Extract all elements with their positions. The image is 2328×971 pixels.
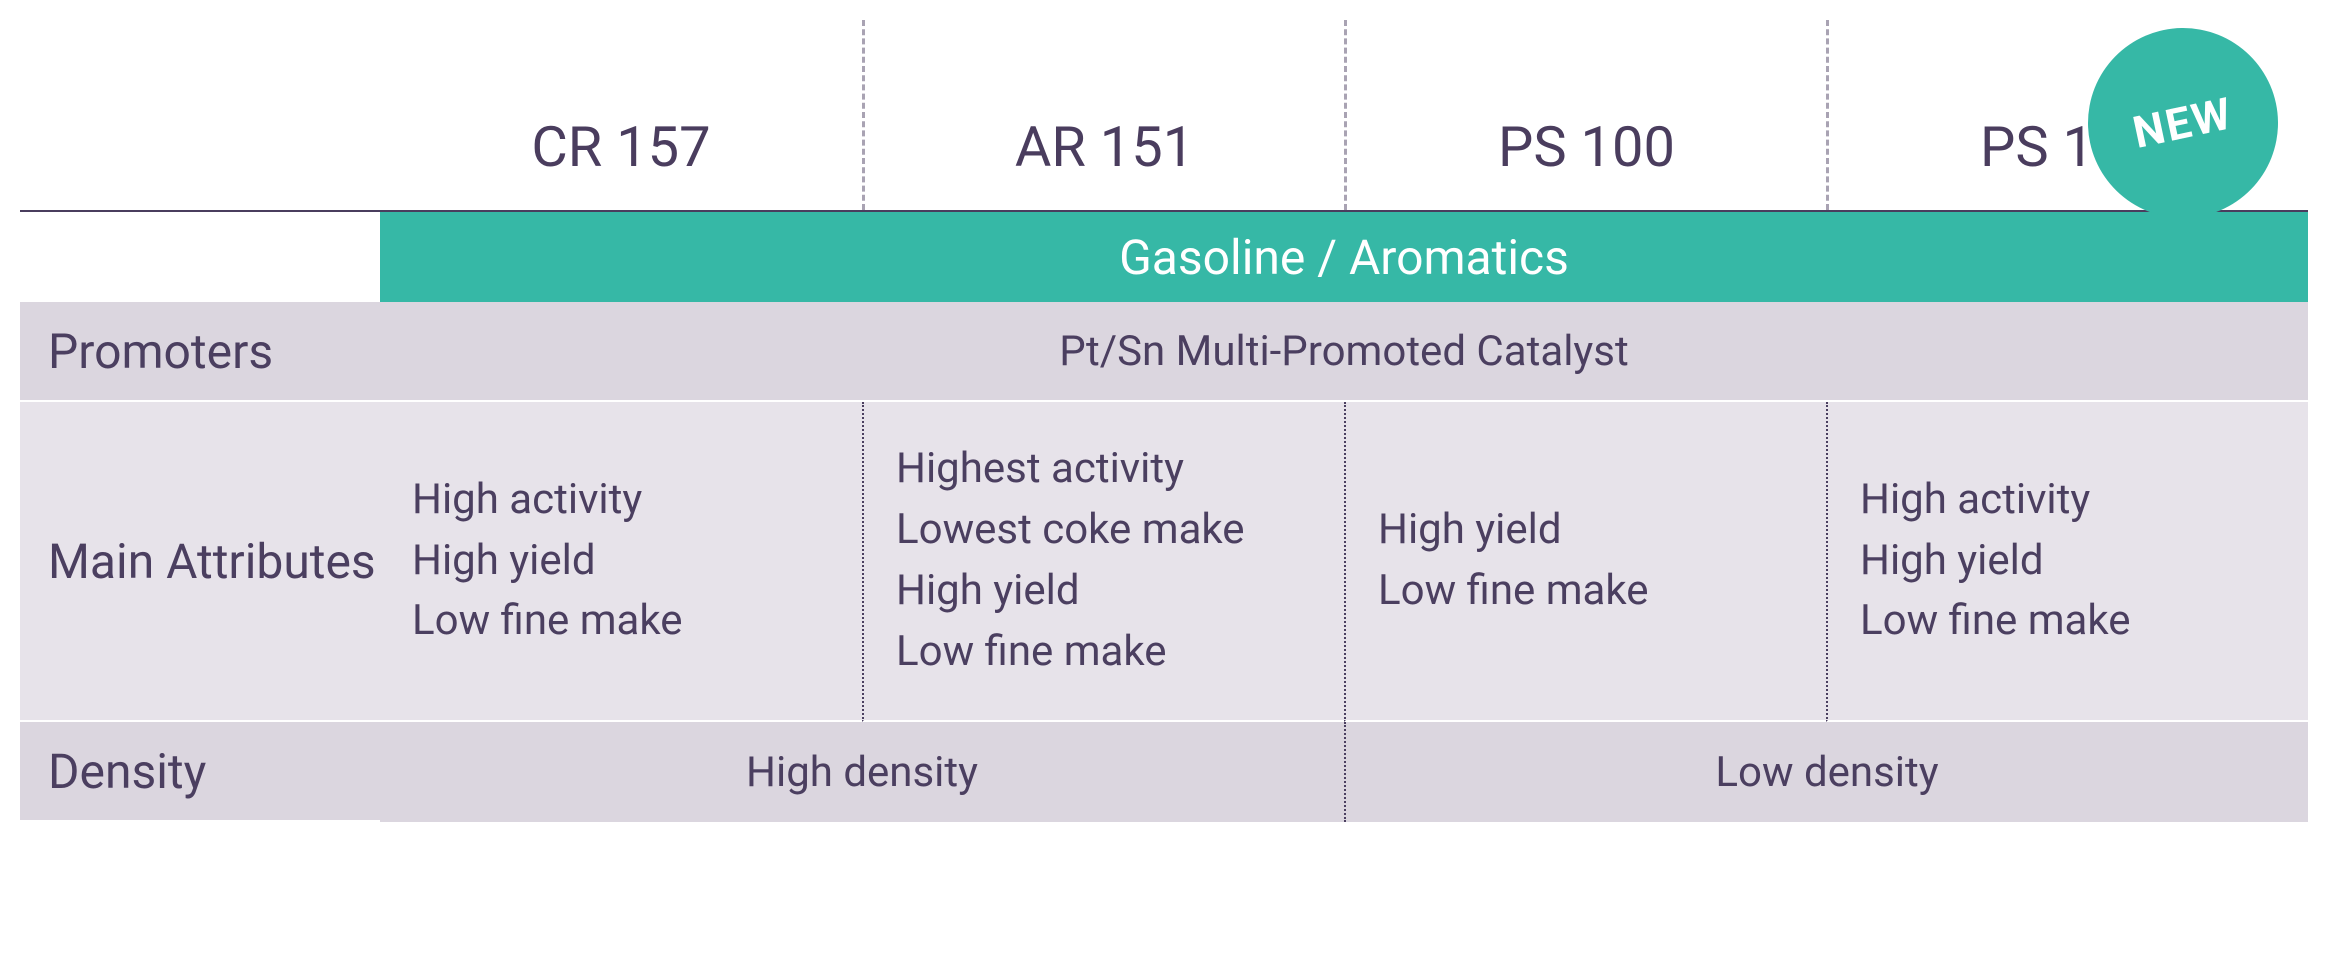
attr-cell-cr157: High activity High yield Low fine make xyxy=(380,402,862,722)
attr-line: Low fine make xyxy=(1378,561,1826,622)
density-left-value: High density xyxy=(746,748,978,797)
density-left: High density xyxy=(380,722,1344,822)
category-label: Gasoline / Aromatics xyxy=(1119,229,1569,286)
col-header-ar151: AR 151 xyxy=(862,20,1344,210)
promoters-value-band: Pt/Sn Multi-Promoted Catalyst xyxy=(380,302,2308,402)
col-header-cr157: CR 157 xyxy=(380,20,862,210)
attr-line: High activity xyxy=(412,470,862,531)
new-badge-label: NEW xyxy=(2129,87,2238,159)
header-empty xyxy=(20,20,380,210)
attr-cell-ar151: Highest activity Lowest coke make High y… xyxy=(862,402,1344,722)
attr-line: High yield xyxy=(1378,500,1826,561)
promoters-label-text: Promoters xyxy=(48,323,273,380)
col-header-ps100: PS 100 xyxy=(1344,20,1826,210)
attr-line: Lowest coke make xyxy=(896,500,1344,561)
attributes-label-text: Main Attributes xyxy=(48,533,376,590)
attr-line: Low fine make xyxy=(1860,591,2308,652)
attr-cell-ps110: High activity High yield Low fine make xyxy=(1826,402,2308,722)
category-band: Gasoline / Aromatics xyxy=(380,210,2308,302)
density-right: Low density xyxy=(1344,722,2308,822)
catalyst-table: NEW CR 157 AR 151 PS 100 PS 110 Gasoline… xyxy=(20,20,2308,822)
attr-line: High yield xyxy=(412,531,862,592)
density-label-text: Density xyxy=(48,743,206,800)
attributes-row-label: Main Attributes xyxy=(20,402,380,722)
attr-cell-ps100: High yield Low fine make xyxy=(1344,402,1826,722)
col-header-label: CR 157 xyxy=(531,114,710,180)
attr-line: Highest activity xyxy=(896,439,1344,500)
promoters-row-label: Promoters xyxy=(20,302,380,402)
density-right-value: Low density xyxy=(1715,748,1938,797)
col-header-label: PS 100 xyxy=(1498,114,1675,180)
attr-line: High yield xyxy=(896,561,1344,622)
category-row-label-empty xyxy=(20,210,380,302)
promoters-value: Pt/Sn Multi-Promoted Catalyst xyxy=(1059,327,1628,376)
attr-line: Low fine make xyxy=(896,622,1344,683)
attr-line: Low fine make xyxy=(412,591,862,652)
col-header-label: AR 151 xyxy=(1015,114,1194,180)
attr-line: High activity xyxy=(1860,470,2308,531)
table-grid: CR 157 AR 151 PS 100 PS 110 Gasoline / A… xyxy=(20,20,2308,822)
attr-line: High yield xyxy=(1860,531,2308,592)
density-row-label: Density xyxy=(20,722,380,822)
